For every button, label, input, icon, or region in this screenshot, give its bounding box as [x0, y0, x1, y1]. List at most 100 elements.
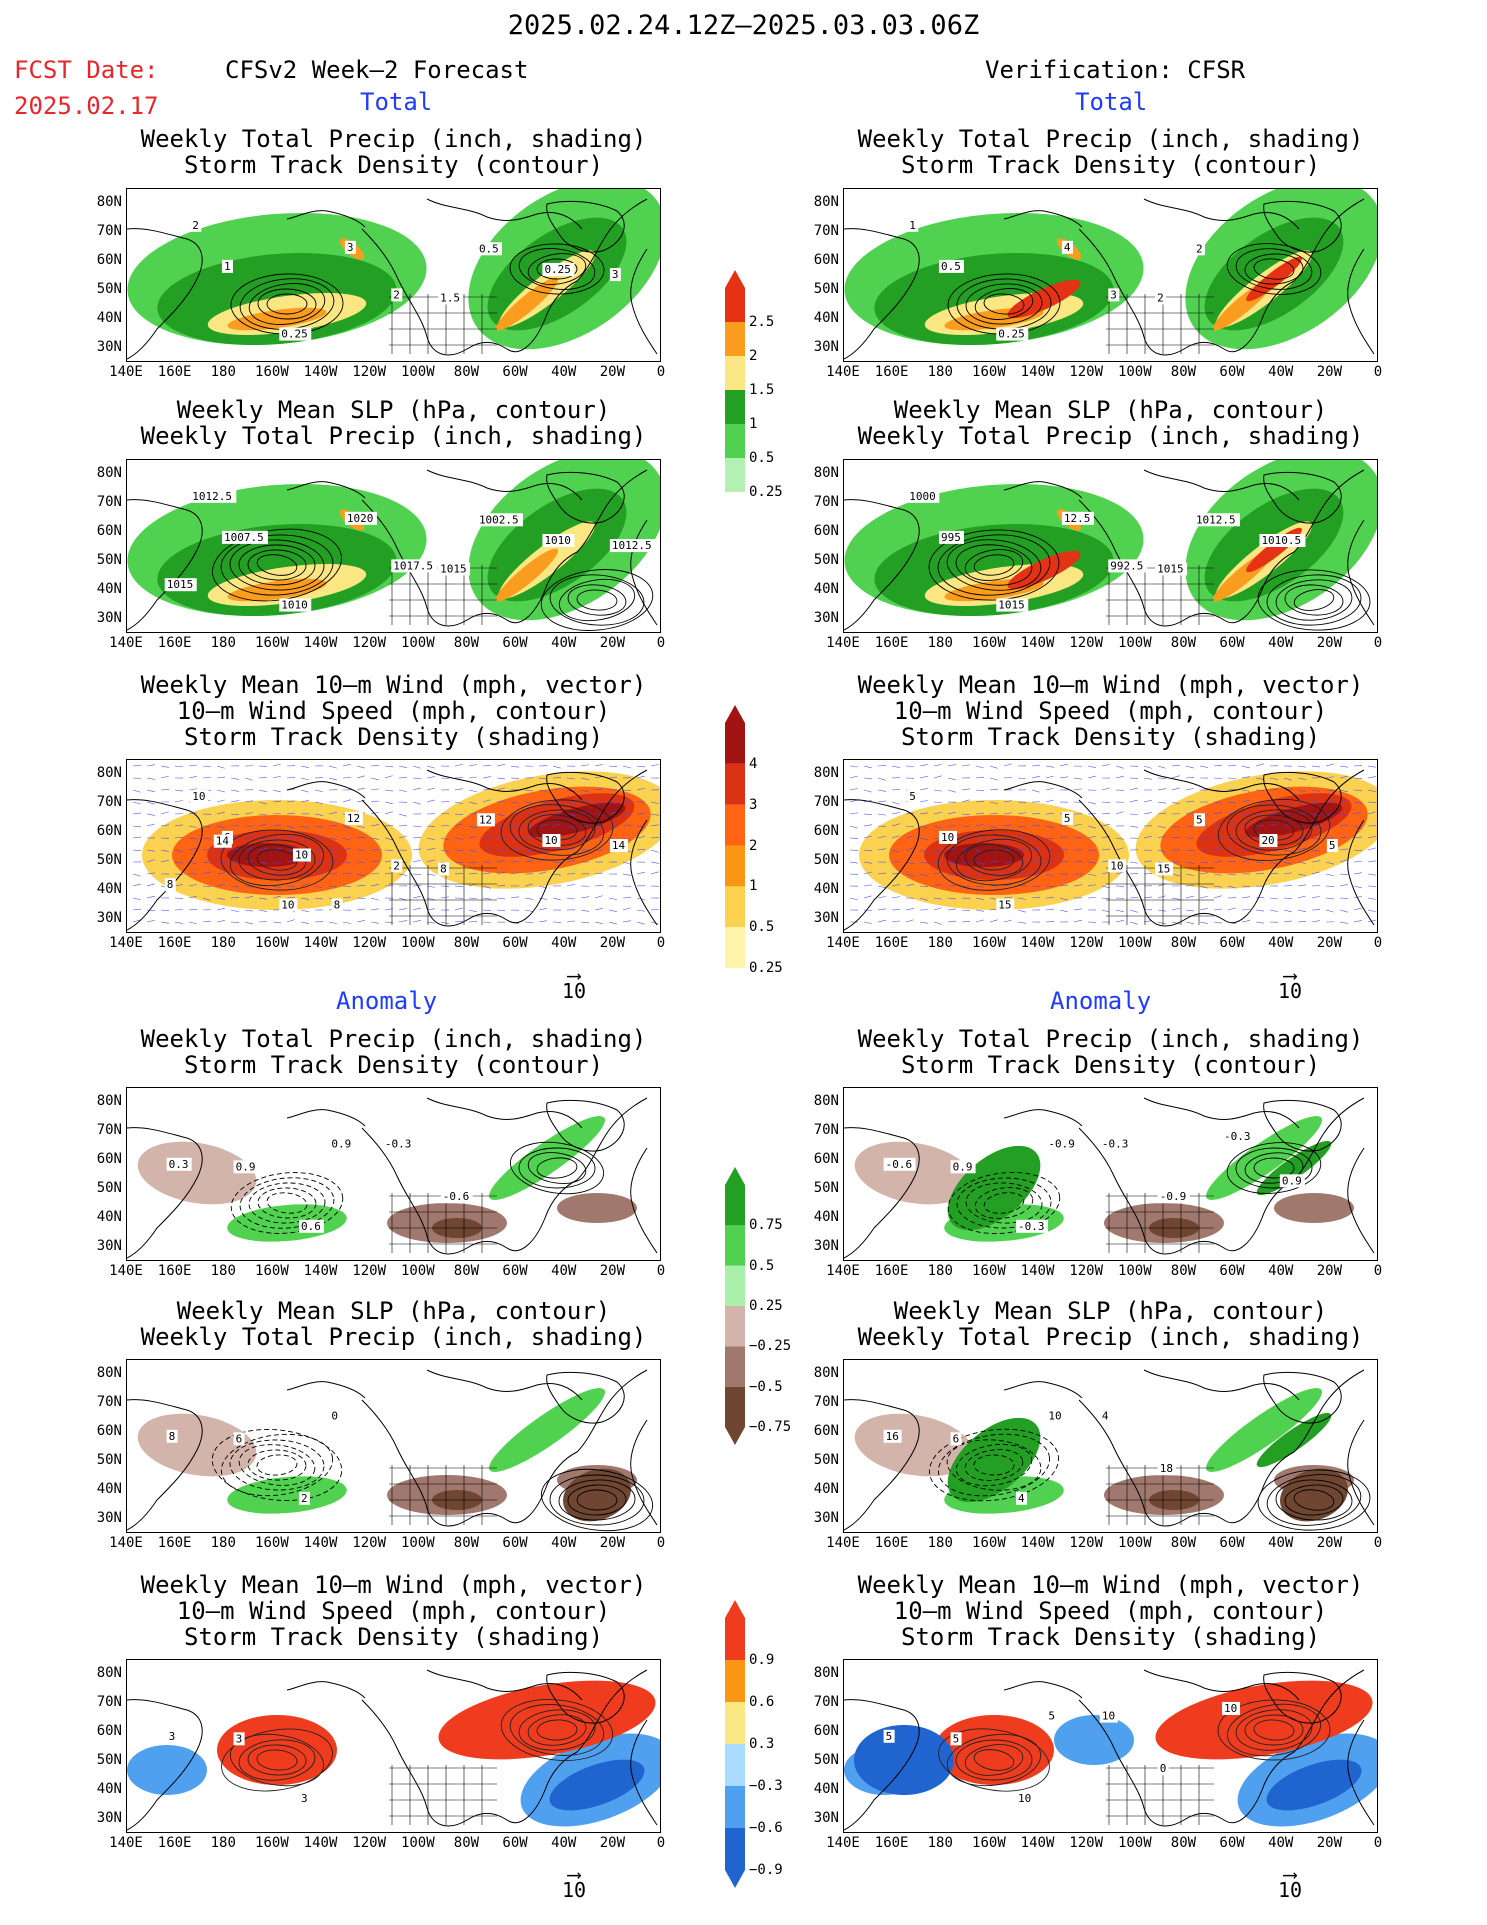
- shading-region: [1266, 1759, 1362, 1811]
- lon-tick-label: 80W: [453, 1535, 480, 1551]
- map-panel-fr_p2: 1000 995 1015 12.5 992.5 1015 1012.5 1010.5: [843, 459, 1378, 633]
- contour-label: 15: [996, 898, 1015, 912]
- shading-region: [549, 1759, 645, 1811]
- lon-tick-label: 140W: [303, 1535, 338, 1551]
- contour-label: 1012.5: [190, 489, 237, 503]
- svg-text:5: 5: [1064, 812, 1071, 825]
- coastlines: [844, 1369, 1375, 1531]
- svg-text:8: 8: [167, 878, 174, 891]
- contour-label: 12.5: [1061, 511, 1094, 525]
- contour-label: 10: [190, 789, 209, 803]
- lon-tick-label: 180: [210, 935, 236, 951]
- shading-region: [1274, 1193, 1354, 1223]
- contour-label: 8: [164, 878, 176, 892]
- lon-tick-label: 40W: [1268, 1263, 1294, 1279]
- right-column-title: Verification: CFSR: [985, 56, 1246, 84]
- lon-tick-label: 140W: [1020, 935, 1055, 951]
- section-anomaly-right: Anomaly: [1050, 987, 1152, 1015]
- colorbar-label: 2: [749, 837, 758, 854]
- contour-label: 3: [1108, 288, 1120, 302]
- shading-region: [227, 307, 327, 331]
- lat-tick-label: 30N: [96, 610, 122, 626]
- contour-lines: [928, 1428, 1060, 1502]
- lon-tick-label: 140E: [826, 1835, 860, 1851]
- lat-tick-label: 80N: [813, 1665, 839, 1681]
- lat-tick-label: 40N: [96, 1209, 122, 1225]
- lon-tick-label: 120W: [1069, 1535, 1104, 1551]
- contour-label: -0.6: [440, 1190, 473, 1204]
- svg-text:6: 6: [236, 1432, 243, 1445]
- svg-text:2: 2: [1157, 291, 1164, 304]
- lon-tick-label: 120W: [352, 364, 387, 380]
- lon-tick-label: 0: [656, 364, 666, 380]
- lon-tick-label: 100W: [1117, 935, 1152, 951]
- svg-text:3: 3: [301, 1792, 308, 1805]
- lon-tick-label: 140W: [303, 635, 338, 651]
- lon-tick-label: 0: [1373, 935, 1383, 951]
- lon-tick-label: 20W: [599, 1535, 626, 1551]
- lon-tick-label: 120W: [1069, 364, 1104, 380]
- svg-text:0.3: 0.3: [169, 1158, 189, 1171]
- coastlines: [844, 769, 1375, 931]
- lon-tick-label: 160E: [874, 1263, 909, 1279]
- lat-tick-label: 40N: [813, 1481, 839, 1497]
- contour-lines: [937, 829, 1051, 891]
- svg-text:-0.6: -0.6: [886, 1158, 913, 1171]
- lon-tick-label: 80W: [453, 635, 480, 651]
- shading-region: [854, 1725, 954, 1795]
- panel-title-fl_p1-line2: Storm Track Density (contour): [183, 151, 604, 179]
- contour-label: 0.5: [938, 259, 964, 273]
- lon-tick-label: 120W: [1069, 635, 1104, 651]
- lat-tick-label: 70N: [813, 494, 839, 510]
- contour-label: -0.3: [382, 1137, 415, 1151]
- map-panel-fr_p1: 1 0.5 0.25 4 3 2 2: [843, 188, 1378, 362]
- svg-text:1: 1: [909, 219, 916, 232]
- lat-tick-label: 80N: [813, 1365, 839, 1381]
- svg-text:995: 995: [941, 531, 961, 544]
- lat-tick-label: 70N: [813, 1122, 839, 1138]
- lon-tick-label: 0: [656, 1263, 666, 1279]
- colorbar-tip: [725, 492, 745, 510]
- lon-tick-label: 20W: [1316, 1535, 1343, 1551]
- svg-text:1020: 1020: [347, 512, 374, 525]
- lon-tick-label: 120W: [1069, 1263, 1104, 1279]
- lat-tick-label: 80N: [96, 1365, 122, 1381]
- shading-region: [438, 1680, 656, 1760]
- contour-label: 0.9: [233, 1160, 259, 1174]
- shading-region: [1256, 1412, 1332, 1468]
- svg-text:0.25: 0.25: [998, 328, 1025, 341]
- lon-tick-label: 20W: [1316, 1263, 1343, 1279]
- lat-tick-label: 40N: [96, 581, 122, 597]
- lat-tick-label: 60N: [96, 823, 122, 839]
- lon-tick-label: 160E: [874, 935, 909, 951]
- svg-text:10: 10: [941, 831, 954, 844]
- lat-tick-label: 40N: [813, 881, 839, 897]
- svg-text:14: 14: [216, 835, 230, 848]
- shading-region: [127, 1745, 207, 1795]
- lat-tick-label: 30N: [96, 910, 122, 926]
- svg-text:10: 10: [281, 899, 294, 912]
- contour-lines: [509, 243, 605, 295]
- contour-label: 1.5: [438, 291, 464, 305]
- lon-tick-label: 60W: [1219, 1535, 1245, 1551]
- colorbar-swatch: [725, 1660, 745, 1702]
- lon-tick-label: 140E: [109, 1535, 143, 1551]
- state-borders: [1106, 1465, 1214, 1525]
- contour-label: 1015: [164, 578, 197, 592]
- lon-tick-label: 100W: [400, 635, 435, 651]
- svg-text:1: 1: [224, 260, 231, 273]
- svg-text:10: 10: [1018, 1792, 1031, 1805]
- colorbar-swatch: [725, 723, 745, 764]
- colorbar-label: −0.75: [749, 1419, 792, 1435]
- svg-text:2: 2: [301, 1492, 308, 1505]
- coastlines: [844, 198, 1375, 360]
- lon-tick-label: 160W: [972, 935, 1006, 951]
- lon-tick-label: 100W: [1117, 1835, 1152, 1851]
- section-total-right: Total: [1075, 88, 1148, 116]
- lon-tick-label: 120W: [1069, 935, 1104, 951]
- colorbar-storm-density: [725, 705, 745, 986]
- contour-label: 4: [1099, 1409, 1111, 1423]
- colorbar-swatch: [725, 458, 745, 492]
- colorbar-swatch: [725, 1702, 745, 1744]
- contour-lines: [1226, 1142, 1322, 1194]
